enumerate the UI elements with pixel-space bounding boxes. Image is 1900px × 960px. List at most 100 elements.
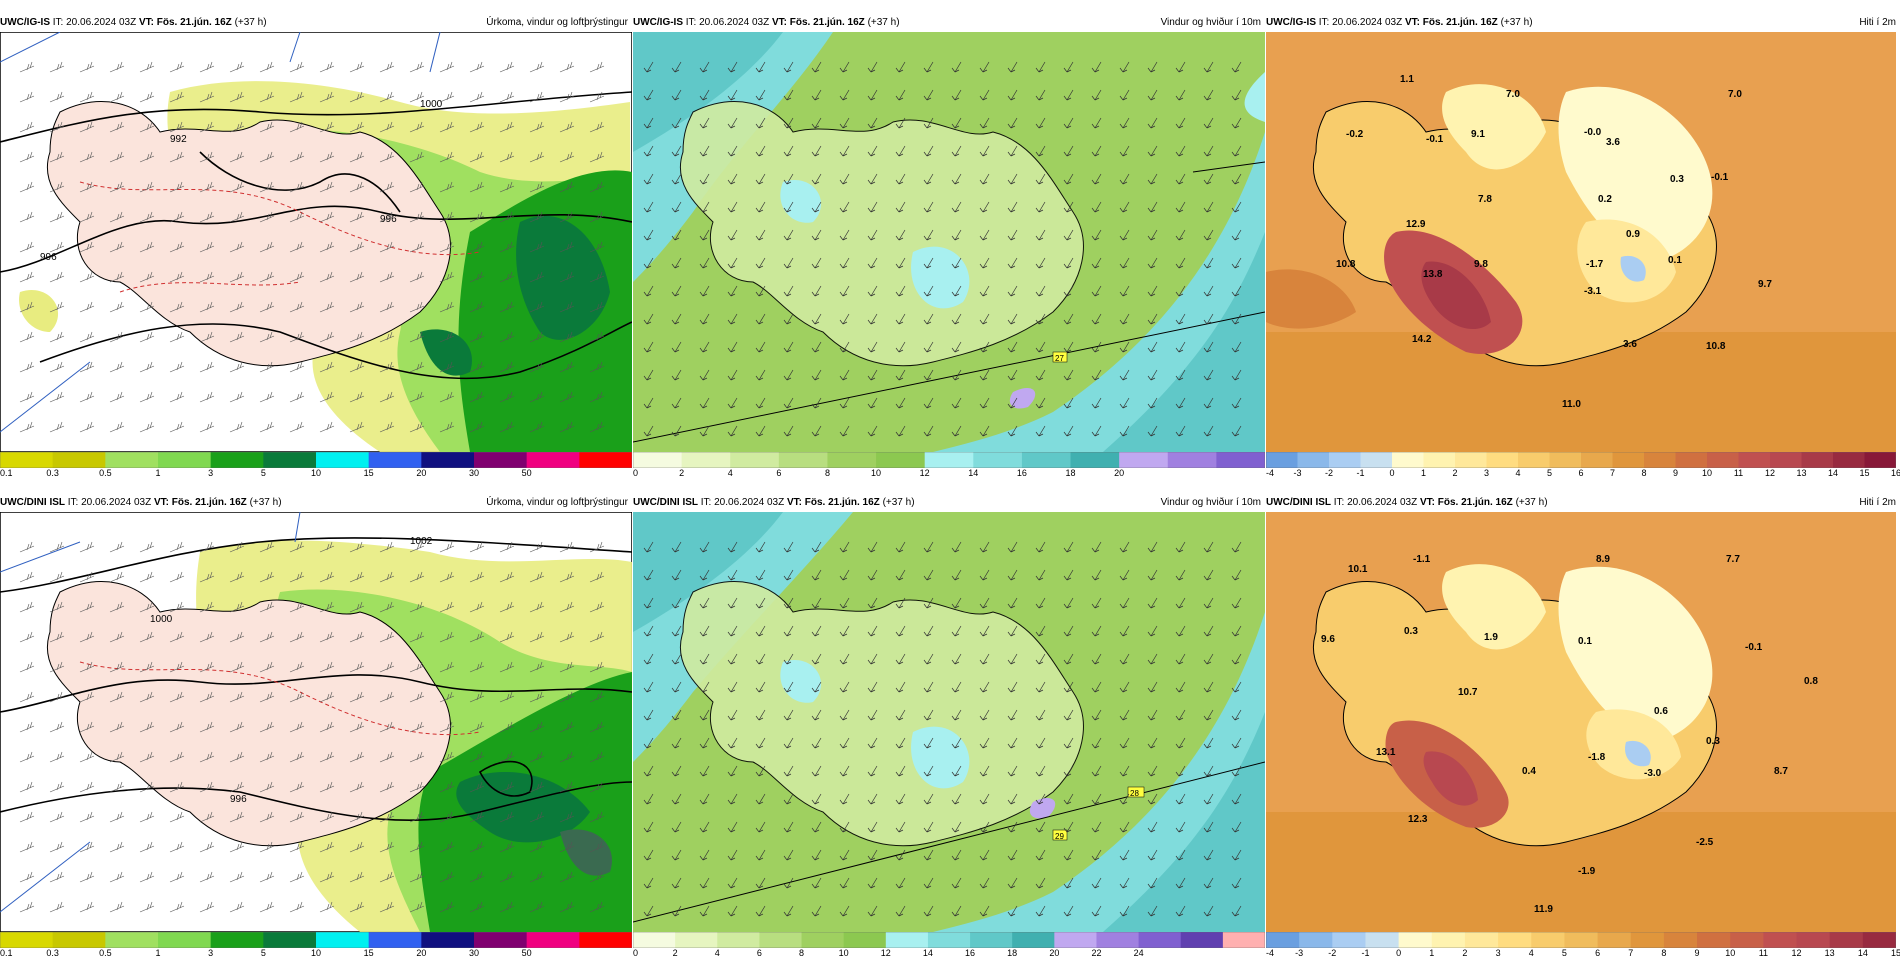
- colorbar-swatch: [526, 452, 580, 468]
- wind-arrow: [1175, 569, 1186, 581]
- wind-arrow: [1175, 681, 1186, 693]
- wind-barb: [589, 541, 605, 553]
- temp-label: 0.9: [1626, 229, 1640, 240]
- wind-arrow: [643, 541, 654, 553]
- temp-label: -2.5: [1696, 837, 1714, 848]
- wind-barb: [229, 61, 245, 73]
- wind-barb: [409, 301, 425, 313]
- wind-barb: [469, 421, 485, 433]
- wind-barb: [19, 751, 35, 763]
- wind-barb: [439, 541, 455, 553]
- wind-map[interactable]: 27: [633, 32, 1265, 452]
- wind-barb: [199, 91, 215, 103]
- wind-barb: [589, 721, 605, 733]
- wind-barb: [379, 661, 395, 673]
- wind-arrow: [1063, 597, 1074, 609]
- wind-barb: [289, 841, 305, 853]
- wind-arrow: [699, 173, 710, 185]
- wind-arrow: [839, 425, 850, 437]
- wind-arrow: [1231, 425, 1242, 437]
- wind-arrow: [1007, 877, 1018, 889]
- wind-barb: [529, 271, 545, 283]
- wind-arrow: [643, 569, 654, 581]
- wind-barb: [79, 61, 95, 73]
- colorbar-tick-label: 0.3: [46, 468, 59, 478]
- vt-label: VT:: [153, 497, 169, 508]
- wind-arrow: [1175, 793, 1186, 805]
- wind-arrow: [1091, 117, 1102, 129]
- temp-map[interactable]: 10.1 -1.1 8.9 7.7 9.6 0.3 1.9 0.1 -0.1 10.7 0.8 0.6…: [1266, 512, 1896, 932]
- wind-arrow: [811, 369, 822, 381]
- wind-arrow: [1231, 653, 1242, 665]
- wind-arrow: [867, 541, 878, 553]
- wind-barb: [319, 781, 335, 793]
- wind-arrow: [727, 653, 738, 665]
- wind-arrow: [923, 737, 934, 749]
- wind-arrow: [755, 569, 766, 581]
- wind-barb: [379, 541, 395, 553]
- temp-map[interactable]: 1.1 -0.2 -0.1 7.0 9.1 -0.0 3.6 7.0 7.8 0.2 0.3 -0.1…: [1266, 32, 1896, 452]
- wind-barb: [559, 421, 575, 433]
- wind-arrow: [1119, 313, 1130, 325]
- wind-arrow: [1119, 737, 1130, 749]
- wind-barb: [199, 811, 215, 823]
- wind-arrow: [1035, 313, 1046, 325]
- colorbar-tick-label: 20: [416, 468, 427, 478]
- wind-arrow: [699, 765, 710, 777]
- wind-arrow: [867, 681, 878, 693]
- wind-arrow: [1035, 569, 1046, 581]
- colorbar-swatch: [843, 932, 887, 948]
- precip-map[interactable]: 1000 996 992 996: [0, 32, 632, 452]
- wind-arrow: [867, 625, 878, 637]
- wind-arrow: [811, 625, 822, 637]
- wind-arrow: [839, 173, 850, 185]
- wind-barb: [469, 811, 485, 823]
- colorbar-tick-label: 15: [1859, 468, 1870, 478]
- wind-arrow: [895, 905, 906, 917]
- wind-arrow: [1035, 425, 1046, 437]
- wind-barb: [469, 631, 485, 643]
- wind-map[interactable]: 28 29: [633, 512, 1265, 932]
- wind-arrow: [755, 821, 766, 833]
- wind-arrow: [979, 229, 990, 241]
- wind-barb: [49, 61, 65, 73]
- wind-arrow: [1231, 681, 1242, 693]
- wind-barb: [49, 601, 65, 613]
- wind-arrow: [671, 173, 682, 185]
- wind-arrow: [699, 313, 710, 325]
- wind-arrow: [951, 849, 962, 861]
- wind-arrow: [727, 369, 738, 381]
- colorbar-swatch: [421, 452, 475, 468]
- wind-arrow: [979, 681, 990, 693]
- wind-barb: [439, 421, 455, 433]
- wind-arrow: [867, 313, 878, 325]
- wind-arrow: [1231, 709, 1242, 721]
- colorbar-swatch: [973, 452, 1023, 468]
- wind-barb: [109, 631, 125, 643]
- wind-arrow: [811, 541, 822, 553]
- gust-label: 28: [1130, 789, 1139, 798]
- colorbar-tick-label: 9: [1672, 468, 1679, 478]
- wind-barb: [439, 571, 455, 583]
- wind-barb: [409, 601, 425, 613]
- wind-barb: [529, 211, 545, 223]
- wind-barb: [559, 151, 575, 163]
- temp-label: 12.3: [1408, 814, 1428, 825]
- wind-arrow: [1007, 709, 1018, 721]
- colorbar-swatch: [0, 452, 54, 468]
- wind-barb: [199, 391, 215, 403]
- wind-arrow: [1007, 257, 1018, 269]
- wind-arrow: [671, 569, 682, 581]
- precip-map[interactable]: 1002 1000 996: [0, 512, 632, 932]
- wind-arrow: [895, 765, 906, 777]
- wind-barb: [529, 571, 545, 583]
- wind-barb: [289, 571, 305, 583]
- wind-barb: [79, 361, 95, 373]
- wind-arrow: [951, 117, 962, 129]
- wind-arrow: [1007, 681, 1018, 693]
- wind-arrow: [1203, 61, 1214, 73]
- wind-arrow: [1063, 905, 1074, 917]
- wind-arrow: [755, 89, 766, 101]
- wind-barb: [529, 781, 545, 793]
- wind-arrow: [923, 765, 934, 777]
